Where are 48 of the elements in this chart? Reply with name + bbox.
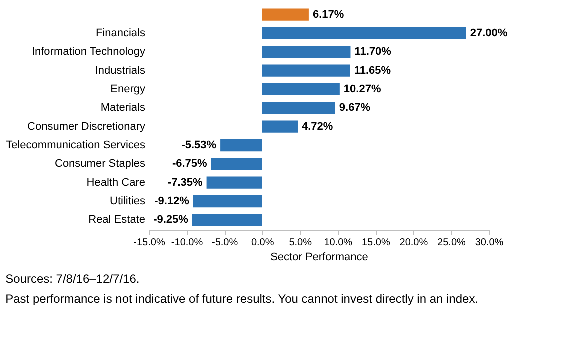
y-tick-label: Health Care — [86, 176, 146, 189]
x-tick-label: 30.0% — [475, 238, 504, 248]
bar — [206, 176, 262, 189]
bar — [262, 83, 340, 96]
bar — [262, 8, 309, 21]
data-label: 9.67% — [339, 102, 371, 114]
x-tick-label: 15.0% — [362, 238, 390, 248]
y-tick-label: Real Estate — [88, 214, 146, 226]
y-tick-label: Consumer Discretionary — [28, 120, 146, 133]
x-tick-label: 20.0% — [400, 238, 428, 248]
source-note: Sources: 7/8/16–12/7/16. — [6, 272, 140, 286]
data-label: 27.00% — [470, 27, 508, 40]
bar — [211, 158, 262, 170]
y-tick-label: Utilities — [110, 196, 146, 208]
bar — [262, 102, 336, 114]
x-tick-label: 5.0% — [289, 238, 312, 248]
text: Past performance is not indicative of future results. You cannot invest directly in an index. — [6, 292, 479, 306]
x-tick-label: -5.0% — [212, 238, 238, 248]
bar — [262, 120, 298, 133]
y-tick-label: Industrials — [95, 64, 146, 77]
data-label: 11.70% — [354, 46, 392, 58]
data-label: 11.65% — [354, 64, 392, 77]
data-label: -9.25% — [154, 214, 189, 226]
bar — [193, 195, 262, 208]
bar — [192, 214, 262, 226]
data-label: 10.27% — [344, 83, 382, 96]
bar — [262, 27, 466, 40]
data-label: 4.72% — [302, 120, 334, 133]
y-tick-label: Energy — [110, 83, 146, 96]
x-tick-label: 10.0% — [324, 238, 353, 248]
x-tick-label: 25.0% — [438, 238, 466, 248]
data-label: 6.17% — [312, 8, 344, 21]
y-tick-label: Information Technology — [32, 46, 146, 58]
data-label: -6.75% — [172, 158, 208, 170]
y-tick-label: Consumer Staples — [55, 158, 146, 170]
x-tick-label: 0.0% — [251, 238, 274, 248]
bar — [220, 139, 262, 152]
y-tick-label: Financials — [96, 27, 146, 40]
bar — [262, 64, 350, 77]
y-tick-label: Materials — [100, 102, 146, 114]
x-tick-label: -10.0% — [171, 238, 204, 248]
bar — [262, 46, 351, 58]
data-label: -7.35% — [168, 176, 204, 189]
y-tick-label: Telecommunication Services — [6, 140, 146, 152]
data-label: -5.53% — [182, 140, 217, 152]
data-label: -9.12% — [154, 196, 190, 208]
x-tick-label: -15.0% — [134, 238, 166, 248]
x-axis-title: Sector Performance — [270, 252, 368, 264]
